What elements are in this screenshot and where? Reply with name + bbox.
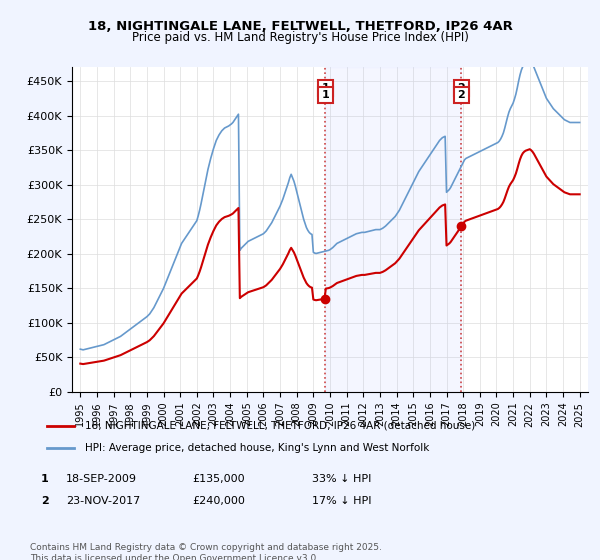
Text: 1: 1 <box>322 83 329 93</box>
Text: 17% ↓ HPI: 17% ↓ HPI <box>312 496 371 506</box>
Text: 18-SEP-2009: 18-SEP-2009 <box>66 474 137 484</box>
Text: Price paid vs. HM Land Registry's House Price Index (HPI): Price paid vs. HM Land Registry's House … <box>131 31 469 44</box>
Text: 2: 2 <box>458 83 466 93</box>
Text: 1: 1 <box>322 90 329 100</box>
Text: £240,000: £240,000 <box>192 496 245 506</box>
Text: 18, NIGHTINGALE LANE, FELTWELL, THETFORD, IP26 4AR: 18, NIGHTINGALE LANE, FELTWELL, THETFORD… <box>88 20 512 32</box>
Text: HPI: Average price, detached house, King's Lynn and West Norfolk: HPI: Average price, detached house, King… <box>85 443 430 453</box>
Text: 2: 2 <box>458 90 466 100</box>
Bar <box>325 67 461 392</box>
Text: Contains HM Land Registry data © Crown copyright and database right 2025.
This d: Contains HM Land Registry data © Crown c… <box>30 543 382 560</box>
Text: 23-NOV-2017: 23-NOV-2017 <box>66 496 140 506</box>
Text: 33% ↓ HPI: 33% ↓ HPI <box>312 474 371 484</box>
Text: 2: 2 <box>41 496 49 506</box>
Text: 1: 1 <box>41 474 49 484</box>
Text: 18, NIGHTINGALE LANE, FELTWELL, THETFORD, IP26 4AR (detached house): 18, NIGHTINGALE LANE, FELTWELL, THETFORD… <box>85 421 475 431</box>
Text: £135,000: £135,000 <box>192 474 245 484</box>
